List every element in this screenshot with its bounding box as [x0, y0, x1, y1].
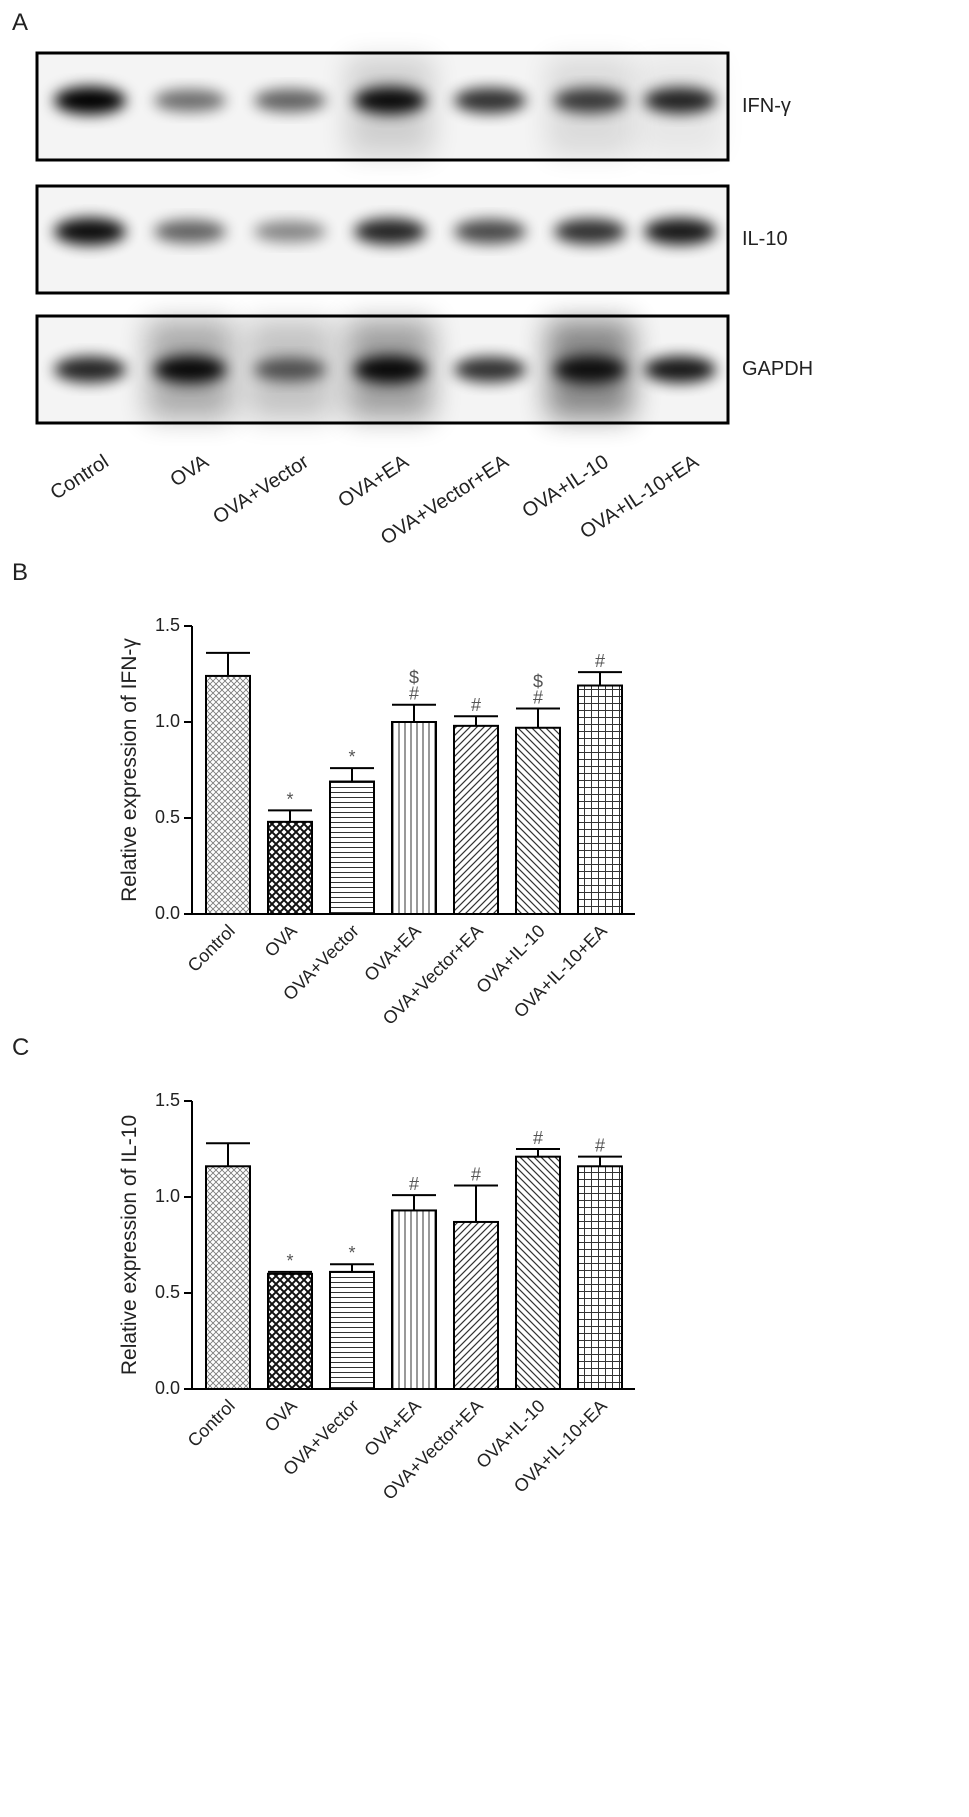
bar	[515, 1155, 561, 1391]
significance-mark: #	[471, 695, 481, 715]
bar	[453, 1220, 499, 1390]
x-tick-label: OVA+EA	[360, 921, 424, 985]
blot-band	[454, 356, 526, 383]
significance-mark: *	[286, 789, 293, 809]
significance-mark: *	[286, 1251, 293, 1271]
x-tick-label: OVA	[261, 1396, 301, 1436]
y-tick-label: 0.5	[155, 1282, 180, 1302]
blot-band	[54, 217, 126, 246]
panel-label: A	[12, 9, 28, 36]
significance-mark: #	[409, 1174, 419, 1194]
blot-band	[454, 219, 526, 244]
panel-label: B	[12, 559, 28, 586]
blot-band	[644, 356, 716, 383]
blot-row-label: GAPDH	[742, 358, 813, 380]
blot-band	[154, 219, 226, 244]
y-tick-label: 1.5	[155, 615, 180, 635]
y-tick-label: 0.0	[155, 903, 180, 923]
x-tick-label: OVA+EA	[360, 1396, 424, 1460]
x-tick-label: Control	[184, 1396, 239, 1451]
significance-mark: #	[533, 688, 543, 708]
blot-band	[54, 86, 126, 115]
significance-mark: #	[471, 1164, 481, 1184]
blot-band	[644, 87, 716, 114]
lane-label: OVA+EA	[334, 450, 413, 512]
bar	[391, 1209, 437, 1390]
bar	[329, 780, 375, 916]
bar	[577, 1165, 623, 1391]
blot-band	[254, 88, 326, 113]
bar	[577, 684, 623, 916]
blot-band	[554, 88, 626, 113]
significance-mark: #	[409, 684, 419, 704]
significance-mark: $	[409, 668, 419, 688]
y-tick-label: 1.5	[155, 1090, 180, 1110]
panel-label: C	[12, 1034, 29, 1061]
blot-band	[354, 86, 426, 115]
blot-band	[154, 89, 226, 112]
y-tick-label: 0.0	[155, 1378, 180, 1398]
blot-band	[554, 356, 626, 383]
lane-label: OVA+Vector	[209, 451, 313, 529]
significance-mark: #	[533, 1128, 543, 1148]
blot-band	[254, 357, 326, 382]
bar	[453, 724, 499, 916]
y-tick-label: 0.5	[155, 807, 180, 827]
bar	[205, 1165, 251, 1391]
significance-mark: #	[595, 1136, 605, 1156]
significance-mark: *	[348, 1243, 355, 1263]
blot-band	[454, 87, 526, 114]
blot-band	[354, 218, 426, 245]
blot-row-label: IFN-γ	[742, 95, 791, 117]
bar	[267, 820, 313, 916]
blot-band	[554, 218, 626, 245]
blot-row-label: IL-10	[742, 228, 788, 250]
y-tick-label: 1.0	[155, 711, 180, 731]
blot-strip	[35, 314, 730, 425]
bar	[205, 674, 251, 915]
blot-strip	[35, 184, 730, 295]
bar	[329, 1270, 375, 1391]
bar	[391, 721, 437, 915]
x-tick-label: Control	[184, 921, 239, 976]
blot-strip	[35, 51, 730, 162]
significance-mark: *	[348, 747, 355, 767]
lane-label: Control	[47, 451, 113, 505]
blot-band	[644, 218, 716, 245]
y-axis-label: Relative expression of IFN-γ	[118, 638, 141, 902]
blot-band	[54, 356, 126, 383]
lane-label: OVA	[167, 450, 214, 491]
y-axis-label: Relative expression of IL-10	[118, 1115, 141, 1375]
blot-band	[254, 220, 326, 243]
bar	[267, 1272, 313, 1391]
significance-mark: $	[533, 672, 543, 692]
significance-mark: #	[595, 651, 605, 671]
y-tick-label: 1.0	[155, 1186, 180, 1206]
bar	[515, 726, 561, 916]
blot-band	[154, 355, 226, 384]
x-tick-label: OVA	[261, 921, 301, 961]
blot-band	[354, 355, 426, 384]
